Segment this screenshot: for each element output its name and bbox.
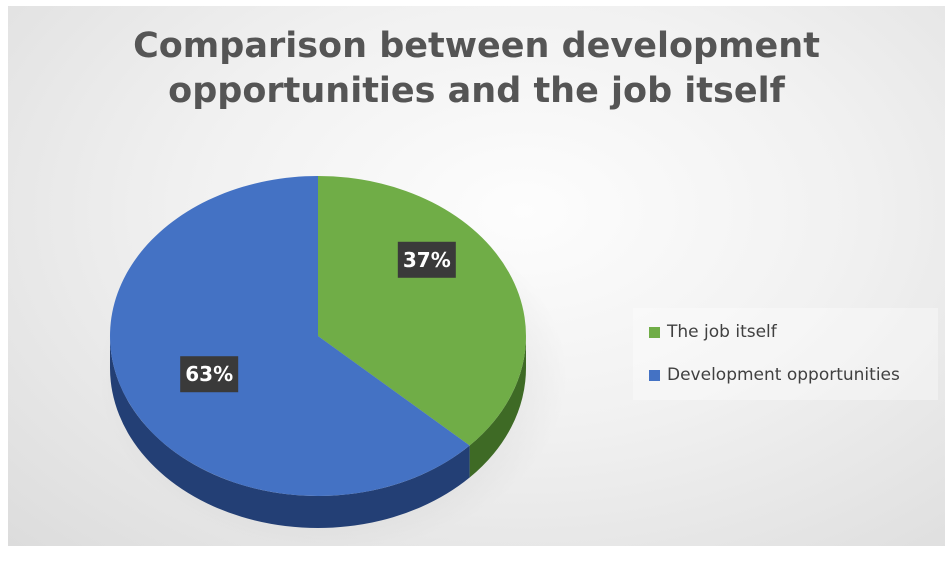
data-label-job-itself: 37% xyxy=(397,241,456,278)
data-label-box-job-itself xyxy=(397,241,456,278)
legend-item-job-itself: The job itself xyxy=(649,322,777,342)
data-label-box-development-opportunities xyxy=(180,356,239,393)
pie-side-development-opportunities xyxy=(110,336,470,528)
chart-title: Comparison between development opportuni… xyxy=(8,24,945,114)
pie-slice-development-opportunities xyxy=(110,176,470,496)
data-label-development-opportunities: 63% xyxy=(180,356,239,393)
pie-labels: 37% 63% xyxy=(180,241,456,393)
chart-title-line-2: opportunities and the job itself xyxy=(168,71,785,111)
legend-swatch-development-opportunities xyxy=(649,369,660,381)
pie-side-job-itself xyxy=(469,336,526,478)
legend-label-development-opportunities: Development opportunities xyxy=(667,365,900,385)
legend-swatch-job-itself xyxy=(649,326,660,338)
legend-item-development-opportunities: Development opportunities xyxy=(649,365,900,385)
legend: The job itself Development opportunities xyxy=(633,308,938,400)
pie-chart: 37% 63% xyxy=(98,176,568,546)
chart-area: Comparison between development opportuni… xyxy=(8,6,945,546)
pie-sides xyxy=(110,336,526,528)
data-label-text-development-opportunities: 63% xyxy=(185,362,233,386)
legend-label-job-itself: The job itself xyxy=(667,322,777,342)
pie-tops xyxy=(110,176,527,496)
pie-slice-job-itself xyxy=(318,176,527,446)
chart-title-line-1: Comparison between development xyxy=(133,26,820,66)
data-label-text-job-itself: 37% xyxy=(403,248,451,272)
